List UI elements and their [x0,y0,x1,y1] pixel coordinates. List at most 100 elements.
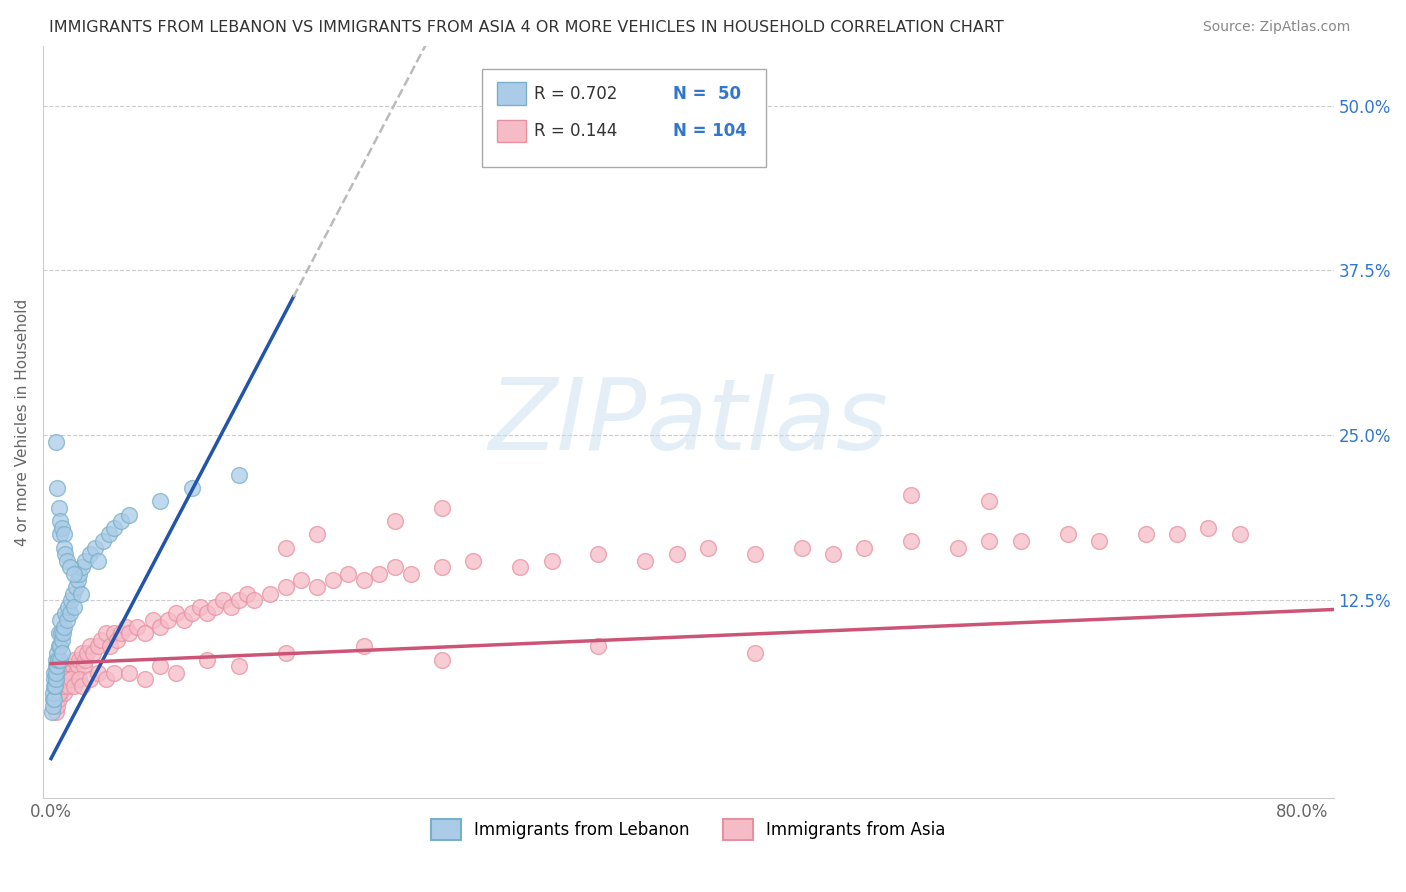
Point [60,593,83,607]
Point [853,541,876,555]
Point [46,652,69,666]
Text: Source: ZipAtlas.com: Source: ZipAtlas.com [1202,20,1350,34]
Point [51,646,73,660]
Point [60,673,83,687]
Point [228,593,250,607]
Y-axis label: 4 or more Vehicles in Household: 4 or more Vehicles in Household [15,299,30,546]
Point [665,547,688,561]
Point [274,541,297,555]
Point [52,620,75,634]
Point [1166,527,1188,541]
Point [165,665,187,680]
Point [53,607,76,621]
Point [322,574,344,588]
Point [173,613,195,627]
Point [103,665,125,680]
Point [180,481,202,495]
Point [588,547,610,561]
Point [87,640,110,654]
Text: N = 104: N = 104 [673,122,747,140]
Point [60,665,83,680]
Point [134,673,156,687]
Point [45,434,67,449]
Point [52,527,75,541]
Point [118,508,141,522]
Point [48,626,70,640]
Point [197,607,219,621]
Point [79,673,101,687]
Point [63,566,86,581]
Point [384,514,406,528]
Point [228,467,250,482]
Point [45,673,67,687]
Point [41,692,63,706]
Point [66,659,89,673]
Point [67,652,90,666]
Point [65,580,87,594]
Point [52,626,75,640]
Point [900,488,922,502]
Point [125,620,148,634]
Point [44,665,66,680]
Point [48,613,70,627]
Point [353,640,375,654]
Point [49,527,72,541]
Point [509,560,531,574]
Point [588,640,610,654]
Point [51,521,73,535]
Point [55,554,77,568]
Point [149,620,172,634]
Point [337,566,360,581]
Point [946,541,969,555]
Point [53,547,76,561]
Point [41,706,63,720]
Point [212,593,235,607]
Point [46,659,69,673]
Point [219,599,242,614]
Point [305,527,328,541]
Point [1197,521,1219,535]
Point [118,665,141,680]
FancyBboxPatch shape [498,120,526,143]
Point [58,679,80,693]
Point [82,646,104,660]
Point [63,599,86,614]
Point [55,673,77,687]
Point [62,659,84,673]
Point [100,640,122,654]
Point [110,626,132,640]
Point [165,607,187,621]
Point [157,613,180,627]
Point [52,541,75,555]
Text: IMMIGRANTS FROM LEBANON VS IMMIGRANTS FROM ASIA 4 OR MORE VEHICLES IN HOUSEHOLD : IMMIGRANTS FROM LEBANON VS IMMIGRANTS FR… [49,20,1004,35]
Point [979,533,1001,548]
Point [274,646,297,660]
Point [149,659,172,673]
Point [243,593,266,607]
Point [142,613,165,627]
Point [49,514,72,528]
Point [63,652,86,666]
Point [72,560,94,574]
Point [51,679,73,693]
Point [1135,527,1157,541]
Point [900,533,922,548]
Point [44,679,66,693]
Point [45,665,67,680]
Point [90,632,112,647]
Point [59,673,82,687]
Point [744,646,766,660]
Point [235,587,257,601]
Point [46,481,69,495]
Point [46,646,69,660]
Point [48,692,70,706]
Point [51,679,73,693]
Point [59,607,82,621]
Point [45,652,67,666]
Text: ZIPatlas: ZIPatlas [488,374,889,471]
Point [1229,527,1251,541]
Point [540,554,562,568]
Point [1010,533,1032,548]
Point [72,646,94,660]
Point [72,679,94,693]
